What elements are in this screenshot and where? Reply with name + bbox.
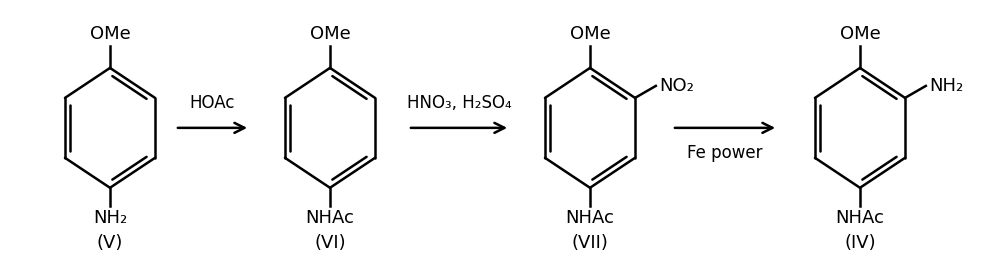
Text: HNO₃, H₂SO₄: HNO₃, H₂SO₄ — [407, 94, 511, 112]
Text: OMe: OMe — [570, 25, 610, 43]
Text: NHAc: NHAc — [836, 209, 884, 227]
Text: (VII): (VII) — [572, 234, 608, 252]
Text: NH₂: NH₂ — [929, 77, 963, 95]
Text: (IV): (IV) — [844, 234, 876, 252]
Text: NHAc: NHAc — [566, 209, 614, 227]
Text: NH₂: NH₂ — [93, 209, 127, 227]
Text: OMe: OMe — [90, 25, 130, 43]
Text: (VI): (VI) — [314, 234, 346, 252]
Text: Fe power: Fe power — [687, 144, 763, 162]
Text: HOAc: HOAc — [190, 94, 235, 112]
Text: (V): (V) — [97, 234, 123, 252]
Text: OMe: OMe — [840, 25, 880, 43]
Text: NO₂: NO₂ — [659, 77, 694, 95]
Text: OMe: OMe — [310, 25, 350, 43]
Text: NHAc: NHAc — [306, 209, 354, 227]
